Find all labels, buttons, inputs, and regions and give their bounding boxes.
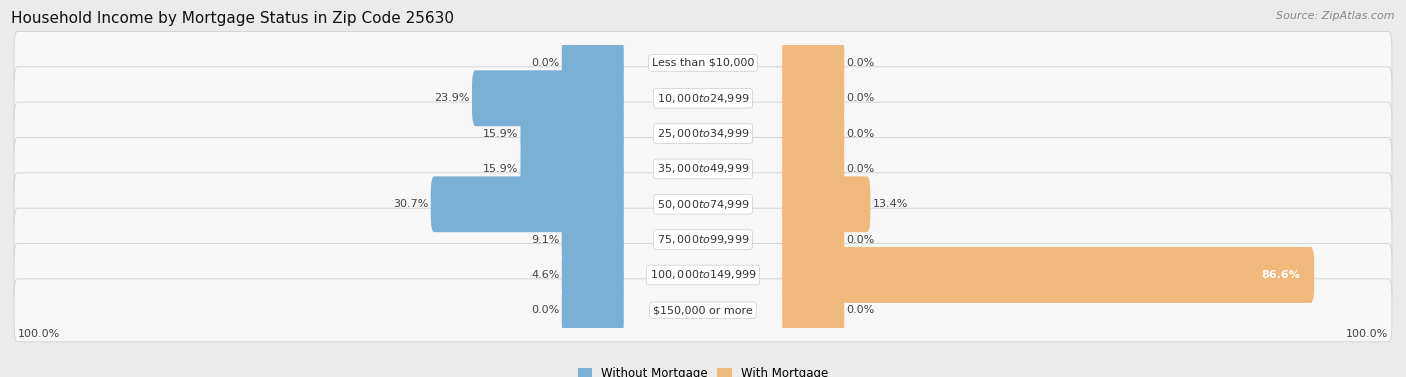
Text: Source: ZipAtlas.com: Source: ZipAtlas.com xyxy=(1277,11,1395,21)
Text: 15.9%: 15.9% xyxy=(484,164,519,174)
FancyBboxPatch shape xyxy=(782,70,844,126)
Text: 0.0%: 0.0% xyxy=(846,164,875,174)
Text: 30.7%: 30.7% xyxy=(394,199,429,209)
Text: $50,000 to $74,999: $50,000 to $74,999 xyxy=(657,198,749,211)
Text: 0.0%: 0.0% xyxy=(846,129,875,139)
Text: 0.0%: 0.0% xyxy=(846,305,875,315)
Text: 100.0%: 100.0% xyxy=(17,329,59,339)
Text: 0.0%: 0.0% xyxy=(846,93,875,103)
FancyBboxPatch shape xyxy=(14,244,1392,307)
FancyBboxPatch shape xyxy=(562,35,624,91)
FancyBboxPatch shape xyxy=(14,31,1392,94)
FancyBboxPatch shape xyxy=(14,208,1392,271)
Text: 0.0%: 0.0% xyxy=(531,305,560,315)
Text: 15.9%: 15.9% xyxy=(484,129,519,139)
Text: $150,000 or more: $150,000 or more xyxy=(654,305,752,315)
FancyBboxPatch shape xyxy=(782,212,844,268)
FancyBboxPatch shape xyxy=(782,282,844,338)
FancyBboxPatch shape xyxy=(14,138,1392,201)
FancyBboxPatch shape xyxy=(782,141,844,197)
Text: 4.6%: 4.6% xyxy=(531,270,560,280)
Text: Less than $10,000: Less than $10,000 xyxy=(652,58,754,68)
FancyBboxPatch shape xyxy=(782,35,844,91)
FancyBboxPatch shape xyxy=(430,176,624,232)
FancyBboxPatch shape xyxy=(782,106,844,161)
Text: 13.4%: 13.4% xyxy=(873,199,908,209)
FancyBboxPatch shape xyxy=(520,141,624,197)
Text: 0.0%: 0.0% xyxy=(846,234,875,245)
Text: $100,000 to $149,999: $100,000 to $149,999 xyxy=(650,268,756,282)
FancyBboxPatch shape xyxy=(14,173,1392,236)
FancyBboxPatch shape xyxy=(562,212,624,268)
Text: $10,000 to $24,999: $10,000 to $24,999 xyxy=(657,92,749,105)
Text: 0.0%: 0.0% xyxy=(531,58,560,68)
Text: 86.6%: 86.6% xyxy=(1261,270,1301,280)
FancyBboxPatch shape xyxy=(472,70,624,126)
Legend: Without Mortgage, With Mortgage: Without Mortgage, With Mortgage xyxy=(574,362,832,377)
Text: 100.0%: 100.0% xyxy=(1347,329,1389,339)
Text: 0.0%: 0.0% xyxy=(846,58,875,68)
Text: 23.9%: 23.9% xyxy=(434,93,470,103)
FancyBboxPatch shape xyxy=(562,282,624,338)
FancyBboxPatch shape xyxy=(562,247,624,303)
FancyBboxPatch shape xyxy=(14,279,1392,342)
Text: $35,000 to $49,999: $35,000 to $49,999 xyxy=(657,162,749,175)
FancyBboxPatch shape xyxy=(14,102,1392,165)
FancyBboxPatch shape xyxy=(520,106,624,161)
Text: 9.1%: 9.1% xyxy=(531,234,560,245)
FancyBboxPatch shape xyxy=(782,176,870,232)
Text: $25,000 to $34,999: $25,000 to $34,999 xyxy=(657,127,749,140)
Text: $75,000 to $99,999: $75,000 to $99,999 xyxy=(657,233,749,246)
Text: Household Income by Mortgage Status in Zip Code 25630: Household Income by Mortgage Status in Z… xyxy=(11,11,454,26)
FancyBboxPatch shape xyxy=(14,67,1392,130)
FancyBboxPatch shape xyxy=(782,247,1315,303)
